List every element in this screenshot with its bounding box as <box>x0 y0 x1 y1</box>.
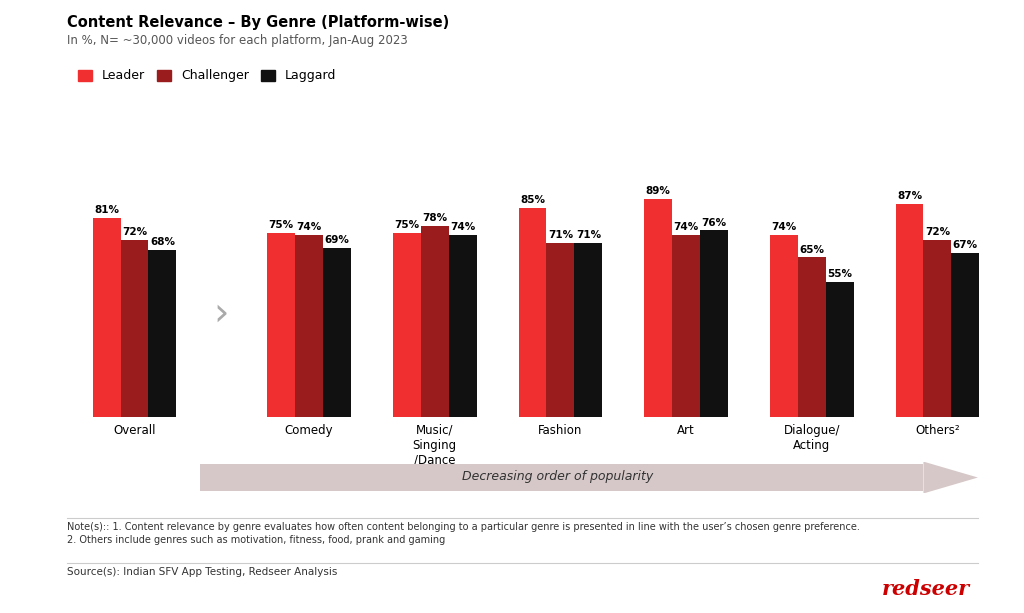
Text: 55%: 55% <box>827 269 852 279</box>
Text: 89%: 89% <box>646 186 671 196</box>
Text: 68%: 68% <box>150 237 175 247</box>
Bar <box>393 233 421 417</box>
FancyBboxPatch shape <box>200 464 924 491</box>
Bar <box>148 250 176 417</box>
Polygon shape <box>924 462 978 493</box>
Bar <box>267 233 295 417</box>
Bar <box>421 226 449 417</box>
Text: 72%: 72% <box>122 227 147 237</box>
Bar <box>896 204 924 417</box>
Text: 74%: 74% <box>296 223 322 232</box>
Text: 71%: 71% <box>548 230 573 240</box>
Text: 74%: 74% <box>450 223 475 232</box>
Bar <box>92 218 121 417</box>
Text: 85%: 85% <box>520 196 545 205</box>
Text: 67%: 67% <box>952 240 978 249</box>
Bar <box>547 243 574 417</box>
Text: Decreasing order of popularity: Decreasing order of popularity <box>462 470 653 484</box>
Bar <box>121 240 148 417</box>
Bar <box>644 199 672 417</box>
Text: 71%: 71% <box>575 230 601 240</box>
Bar <box>798 257 825 417</box>
Bar <box>825 282 854 417</box>
Bar <box>323 248 351 417</box>
Bar <box>951 253 979 417</box>
Text: In %, N= ~30,000 videos for each platform, Jan-Aug 2023: In %, N= ~30,000 videos for each platfor… <box>67 34 408 47</box>
Text: 72%: 72% <box>925 227 950 237</box>
Bar <box>295 235 323 417</box>
Text: 87%: 87% <box>897 191 922 200</box>
Text: 65%: 65% <box>800 245 824 254</box>
Bar <box>449 235 476 417</box>
Text: redseer: redseer <box>882 579 970 600</box>
Text: 78%: 78% <box>422 213 447 223</box>
Text: 81%: 81% <box>94 205 119 215</box>
Bar <box>770 235 798 417</box>
Bar <box>924 240 951 417</box>
Text: 69%: 69% <box>325 235 349 245</box>
Text: Source(s): Indian SFV App Testing, Redseer Analysis: Source(s): Indian SFV App Testing, Redse… <box>67 567 337 577</box>
Text: 76%: 76% <box>701 218 727 227</box>
Bar <box>574 243 602 417</box>
Text: 75%: 75% <box>268 220 294 230</box>
Text: Content Relevance – By Genre (Platform-wise): Content Relevance – By Genre (Platform-w… <box>67 15 449 30</box>
Text: 74%: 74% <box>674 223 698 232</box>
Text: ›: › <box>213 295 228 333</box>
Legend: Leader, Challenger, Laggard: Leader, Challenger, Laggard <box>73 64 341 88</box>
Bar <box>672 235 700 417</box>
Bar <box>518 208 547 417</box>
Bar <box>700 230 728 417</box>
Text: 75%: 75% <box>394 220 420 230</box>
Text: 74%: 74% <box>771 223 797 232</box>
Text: Note(s):: 1. Content relevance by genre evaluates how often content belonging to: Note(s):: 1. Content relevance by genre … <box>67 522 859 546</box>
